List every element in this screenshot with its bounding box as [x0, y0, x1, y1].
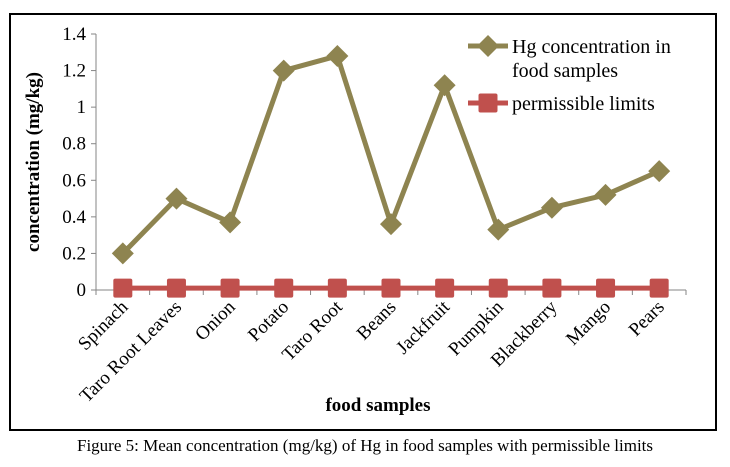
data-point-limit [488, 278, 508, 298]
y-tick-label: 0.8 [62, 134, 86, 155]
data-point-hg [326, 44, 349, 67]
x-axis-title: food samples [325, 395, 430, 416]
x-tick-label: Mango [562, 297, 615, 350]
x-tick-label: Beans [353, 297, 401, 345]
data-point-hg [111, 242, 134, 265]
data-point-limit [113, 278, 133, 298]
y-tick-label: 0.6 [62, 170, 86, 191]
legend-label: food samples [512, 60, 618, 82]
y-axis-title: concentration (mg/kg) [23, 72, 44, 252]
data-point-hg [380, 213, 402, 236]
x-tick-label: Pears [625, 297, 669, 341]
data-point-limit [166, 278, 186, 298]
data-point-hg [219, 211, 242, 234]
data-point-hg [433, 74, 456, 97]
chart-frame [9, 13, 717, 431]
y-tick-label: 1 [77, 97, 87, 118]
data-point-limit [649, 278, 669, 298]
data-point-hg [648, 160, 671, 183]
y-tick-label: 1.2 [62, 61, 86, 82]
y-tick-label: 0.2 [62, 243, 86, 264]
x-tick-label: Onion [191, 296, 240, 345]
data-point-hg [165, 187, 188, 210]
data-point-hg [594, 183, 617, 206]
y-tick-label: 1.4 [62, 24, 86, 45]
legend-marker-limit [478, 93, 498, 113]
x-tick-label: Jackfruit [392, 296, 454, 358]
x-tick-label: Taro Root [278, 296, 347, 365]
data-point-limit [435, 278, 455, 298]
legend-label: permissible limits [512, 93, 655, 115]
data-point-limit [274, 278, 294, 298]
data-point-hg [540, 196, 563, 219]
data-point-limit [381, 278, 401, 298]
x-tick-label: Taro Root Leaves [76, 297, 186, 407]
figure-caption: Figure 5: Mean concentration (mg/kg) of … [76, 436, 654, 455]
data-point-hg [272, 59, 295, 82]
y-tick-label: 0 [77, 280, 87, 301]
data-point-limit [542, 278, 562, 298]
y-tick-label: 0.4 [62, 207, 86, 228]
legend-label: Hg concentration in [512, 36, 671, 58]
x-tick-label: Potato [244, 297, 293, 346]
legend-marker-hg [477, 35, 499, 57]
data-point-limit [327, 278, 347, 298]
data-point-limit [220, 278, 240, 298]
data-point-limit [596, 278, 616, 298]
data-point-hg [487, 218, 510, 241]
